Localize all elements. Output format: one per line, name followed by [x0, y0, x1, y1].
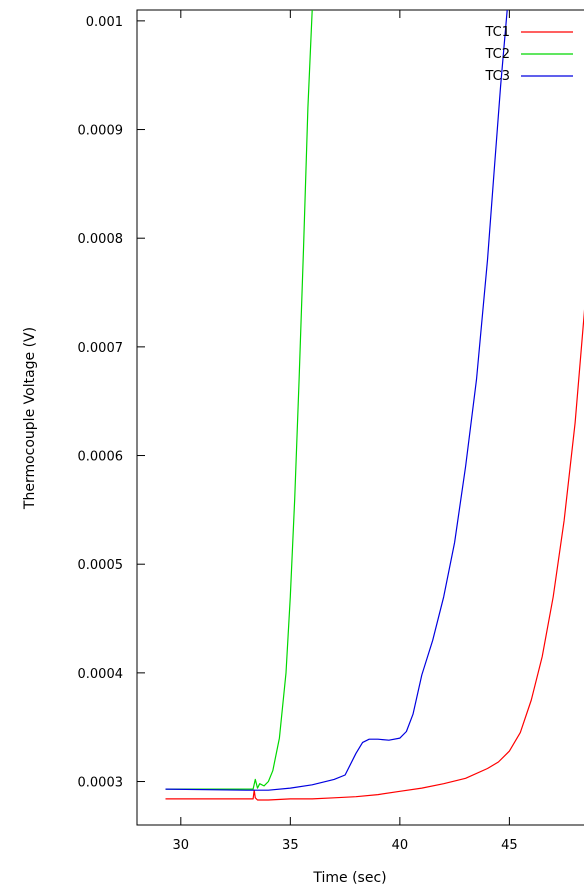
series-line-tc1	[165, 309, 584, 801]
legend-label-tc2: TC2	[484, 47, 510, 62]
x-axis-title: Time (sec)	[312, 870, 386, 886]
y-tick-label: 0.0009	[78, 124, 124, 139]
x-tick-label: 30	[173, 838, 190, 853]
y-tick-label: 0.0003	[78, 776, 124, 791]
series-line-tc2	[165, 10, 313, 790]
y-tick-label: 0.0005	[78, 558, 124, 573]
y-tick-label: 0.0004	[78, 667, 124, 682]
series-line-tc3	[165, 10, 508, 791]
y-tick-label: 0.0008	[78, 232, 124, 247]
y-tick-label: 0.0006	[78, 450, 124, 465]
axis-ticks	[137, 10, 510, 825]
legend-label-tc3: TC3	[484, 69, 510, 84]
series-lines	[165, 10, 584, 801]
x-tick-label: 40	[392, 838, 409, 853]
axis-tick-labels: 30 35 40 45 0.0003 0.0004 0.0005 0.0006 0.0007 0.…	[78, 15, 518, 853]
x-tick-label: 35	[282, 838, 299, 853]
y-axis-title: Thermocouple Voltage (V)	[22, 327, 38, 510]
x-tick-label: 45	[501, 838, 518, 853]
plot-frame	[136, 9, 584, 826]
y-tick-label: 0.001	[86, 15, 123, 30]
legend: TC1 TC2 TC3	[484, 25, 573, 84]
y-tick-label: 0.0007	[78, 341, 124, 356]
legend-label-tc1: TC1	[484, 25, 510, 40]
